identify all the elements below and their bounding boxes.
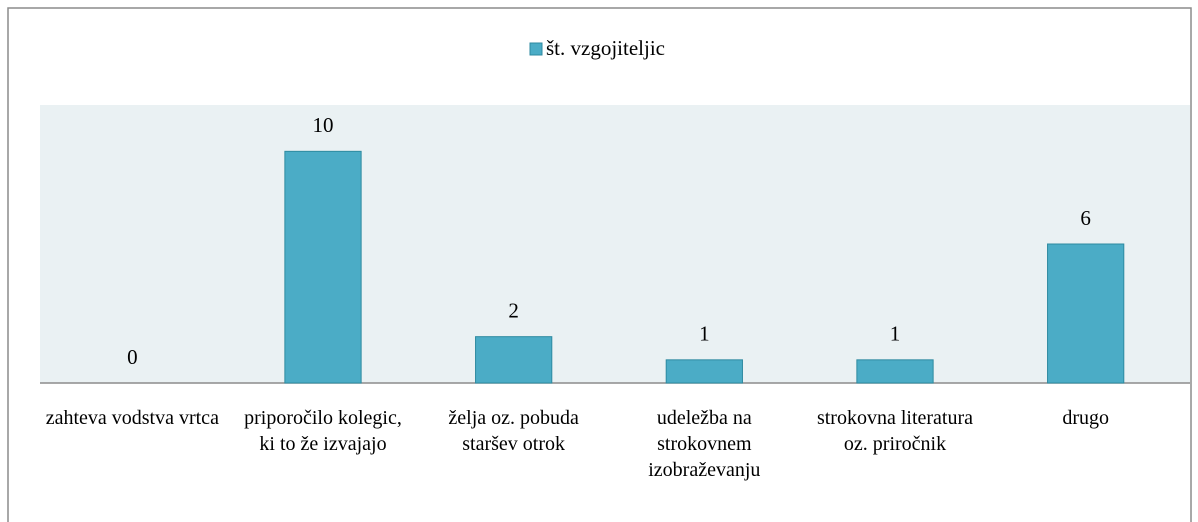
x-tick-label: priporočilo kolegic, ki to že izvajajo — [244, 407, 402, 455]
plot-area — [40, 105, 1190, 383]
bar — [284, 150, 362, 384]
x-tick-label: želja oz. pobuda staršev otrok — [448, 407, 579, 455]
bar — [475, 336, 553, 384]
bar — [665, 359, 743, 384]
x-tick-label: zahteva vodstva vrtca — [45, 407, 219, 429]
x-tick-label: drugo — [1062, 407, 1109, 429]
data-label: 2 — [508, 298, 519, 322]
legend-swatch — [529, 42, 543, 56]
bar — [856, 359, 934, 384]
bar — [1047, 243, 1125, 384]
data-label: 0 — [127, 345, 138, 369]
x-tick-label: strokovna literatura oz. priročnik — [816, 407, 974, 455]
data-label: 1 — [890, 322, 901, 346]
x-tick-label: udeležba na strokovnem izobraževanju — [648, 407, 761, 481]
data-label: 10 — [313, 113, 334, 137]
data-label: 6 — [1080, 206, 1091, 230]
data-label: 1 — [699, 322, 710, 346]
legend-label: št. vzgojiteljic — [546, 36, 665, 60]
